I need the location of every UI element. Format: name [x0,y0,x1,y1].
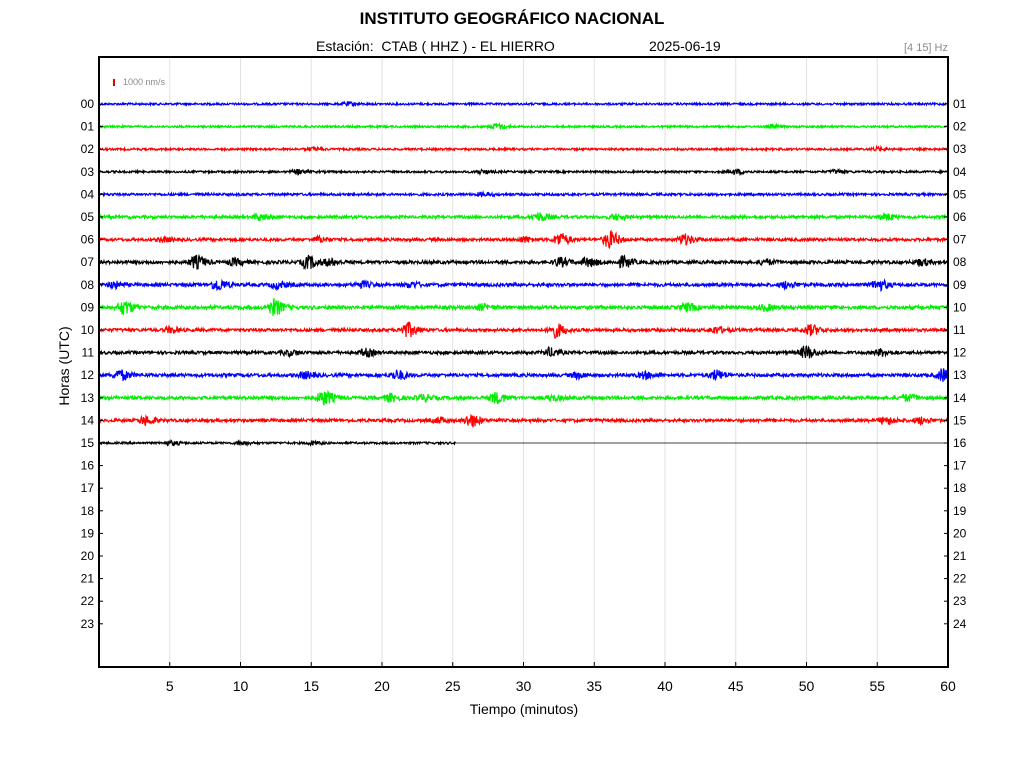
y-tick-label-left: 08 [81,278,95,292]
y-tick-label-left: 04 [81,187,95,201]
x-tick-label: 15 [303,678,319,694]
x-tick-label: 40 [657,678,673,694]
trace-hour-12 [98,368,949,382]
y-tick-label-left: 09 [81,300,95,314]
y-tick-label-right: 15 [953,413,967,427]
y-tick-label-right: 09 [953,278,967,292]
y-tick-label-right: 12 [953,346,967,360]
x-tick-label: 50 [799,678,815,694]
y-tick-label-right: 13 [953,368,967,382]
y-tick-label-left: 21 [81,572,95,586]
y-tick-label-right: 05 [953,187,967,201]
y-tick-label-right: 10 [953,300,967,314]
trace-hour-01 [98,121,949,130]
y-tick-label-right: 04 [953,165,967,179]
x-tick-label: 5 [166,678,174,694]
y-tick-label-left: 11 [82,346,95,360]
y-tick-label-right: 08 [953,255,967,269]
y-tick-label-left: 15 [81,436,95,450]
amplitude-scale: 1000 nm/s [113,77,165,87]
y-tick-label-left: 07 [81,255,95,269]
y-tick-label-left: 06 [81,233,95,247]
trace-hour-14 [98,413,949,428]
y-tick-label-left: 02 [81,142,95,156]
trace-hour-06 [98,229,949,250]
y-tick-label-left: 23 [81,617,95,631]
x-tick-label: 20 [374,678,390,694]
chart-title: INSTITUTO GEOGRÁFICO NACIONAL [359,9,665,28]
amplitude-scale-bar [113,79,115,86]
y-tick-label-left: 17 [81,481,95,495]
y-tick-label-right: 02 [953,120,967,134]
y-tick-label-right: 03 [953,142,967,156]
x-tick-label: 60 [940,678,956,694]
trace-hour-08 [98,278,949,293]
y-tick-label-right: 17 [953,459,967,473]
y-tick-label-left: 14 [81,413,95,427]
trace-hour-05 [98,212,949,222]
y-tick-label-right: 18 [953,481,967,495]
y-tick-label-right: 14 [953,391,967,405]
y-tick-label-left: 00 [81,97,95,111]
y-tick-label-right: 22 [953,572,967,586]
trace-hour-10 [98,321,949,339]
y-tick-label-right: 11 [953,323,966,337]
y-tick-label-left: 05 [81,210,95,224]
x-axis-label: Tiempo (minutos) [469,701,579,717]
y-tick-label-left: 19 [81,526,95,540]
y-tick-label-right: 23 [953,594,967,608]
y-tick-label-left: 10 [81,323,95,337]
y-tick-label-left: 01 [81,120,95,134]
trace-hour-15 [98,439,457,447]
trace-hour-04 [98,189,949,198]
x-tick-label: 25 [445,678,461,694]
y-tick-label-left: 12 [81,368,95,382]
trace-hour-00 [98,100,949,108]
trace-hour-09 [98,298,949,317]
trace-hour-13 [98,389,949,406]
y-tick-label-right: 24 [953,617,967,631]
station-label: Estación: CTAB ( HHZ ) - EL HIERRO [316,38,555,54]
x-tick-label: 35 [586,678,602,694]
x-tick-label: 45 [728,678,744,694]
trace-hour-07 [98,253,949,271]
y-tick-label-left: 18 [81,504,95,518]
y-tick-label-right: 16 [953,436,967,450]
y-tick-label-right: 20 [953,526,967,540]
y-tick-label-left: 22 [81,594,95,608]
x-tick-label: 10 [233,678,249,694]
y-tick-label-right: 01 [953,97,967,111]
y-tick-label-right: 06 [953,210,967,224]
date-label: 2025-06-19 [649,38,721,54]
y-tick-label-left: 03 [81,165,95,179]
y-tick-label-right: 21 [953,549,967,563]
y-tick-label-left: 16 [81,459,95,473]
x-tick-label: 55 [869,678,885,694]
y-tick-label-right: 07 [953,233,967,247]
x-tick-label: 30 [516,678,532,694]
y-tick-label-left: 20 [81,549,95,563]
trace-hour-02 [98,144,949,153]
trace-hour-03 [98,167,949,177]
y-tick-label-left: 13 [81,391,95,405]
y-tick-label-right: 19 [953,504,967,518]
filter-band-label: [4 15] Hz [903,42,948,54]
amplitude-scale-label: 1000 nm/s [123,77,166,87]
trace-hour-11 [98,344,949,359]
